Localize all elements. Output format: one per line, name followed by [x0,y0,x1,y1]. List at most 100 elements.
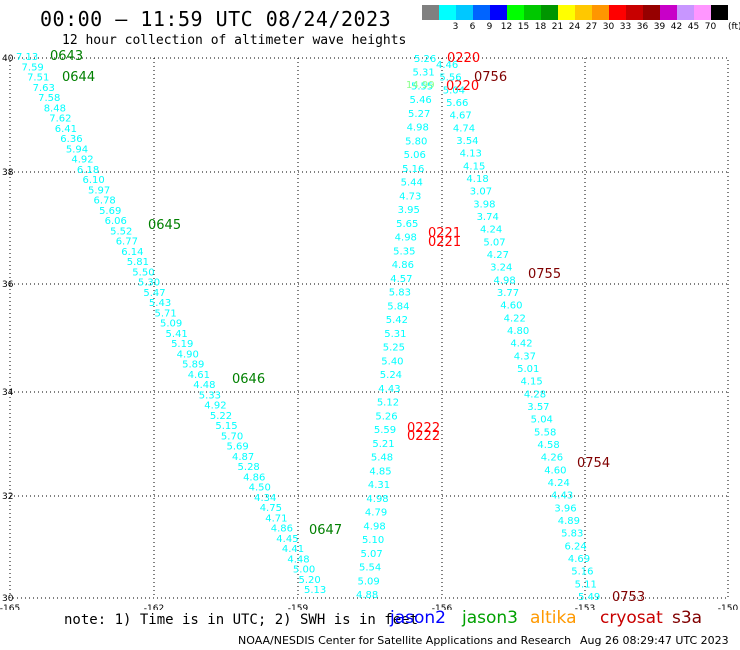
swh-value-label: 6.06 [105,216,127,227]
swh-value-label: 5.46 [410,95,432,106]
swh-value-label: 4.24 [480,225,502,236]
swh-value-label: 5.06 [404,150,426,161]
swh-value-label: 8.48 [44,103,66,114]
swh-value-label: 5.59 [374,425,396,436]
swh-value-label: 4.98 [363,521,385,532]
pass-time-label: 0756 [474,70,507,85]
swh-value-label: 5.71 [154,308,176,319]
swh-value-label: 5.04 [443,85,465,96]
swh-value-label: 4.71 [265,513,287,524]
pass-time-label: 0755 [528,267,561,282]
swh-value-label: 4.60 [544,465,566,476]
swh-value-label: 4.28 [524,389,546,400]
swh-value-label: 6.41 [55,124,77,135]
color-swatch [677,5,694,20]
swh-value-label: 5.55 [411,81,433,92]
pass-time-label: 0643 [50,49,83,64]
color-swatch [507,5,524,20]
color-scale-label: 21 [551,22,564,32]
pass-time-label: 0754 [577,456,610,471]
swh-value-label: 7.13 [16,52,38,63]
swh-value-label: 5.35 [393,246,415,257]
swh-value-label: 4.48 [193,380,215,391]
swh-value-label: 6.36 [60,134,82,145]
color-scale-label: 6 [469,22,476,32]
color-scale-label: 70 [704,22,717,32]
swh-value-label: 5.83 [389,288,411,299]
pass-time-label: 0645 [148,218,181,233]
swh-value-label: 4.46 [436,60,458,71]
swh-value-label: 5.48 [371,453,393,464]
swh-value-label: 6.14 [121,247,143,258]
swh-value-label: 4.89 [558,516,580,527]
lon-tick-label: -150 [718,604,739,610]
color-swatch [541,5,558,20]
lat-tick-label: 32 [2,492,13,502]
swh-value-label: 7.59 [22,62,44,73]
scale-unit-label: (ft) [728,22,740,32]
map-frame [9,57,729,599]
swh-value-label: 5.15 [215,421,237,432]
swh-value-label: 3.24 [490,263,512,274]
pass-time-label: 0644 [62,70,95,85]
swh-value-label: 4.79 [365,508,387,519]
swh-value-label: 4.67 [450,111,472,122]
swh-value-label: 5.31 [384,329,406,340]
swh-value-label: 5.97 [88,185,110,196]
swh-value-label: 5.65 [396,219,418,230]
color-swatch [592,5,609,20]
swh-value-label: 7.63 [33,83,55,94]
color-scale-label: 30 [602,22,615,32]
swh-value-label: 5.01 [517,364,539,375]
swh-value-label: 4.88 [356,590,378,601]
swh-value-label: 5.24 [380,370,402,381]
mission-name-s3a: s3a [672,608,703,628]
color-scale-label: 27 [585,22,598,32]
swh-value-label: 5.40 [381,356,403,367]
pass-time-label: 0222 [407,429,440,444]
swh-value-label: 4.60 [500,301,522,312]
lat-tick-label: 36 [2,280,14,290]
color-scale-label: 15 [517,22,530,32]
mission-name-cryosat: cryosat [600,608,663,628]
swh-value-label: 3.07 [470,187,492,198]
swh-value-label: 4.86 [392,260,414,271]
lat-tick-label: 30 [2,594,14,604]
lat-tick-label: 34 [2,388,14,398]
swh-value-label: 5.70 [221,431,243,442]
swh-value-label: 4.92 [204,401,226,412]
swh-value-label: 4.98 [493,275,515,286]
pass-time-label: 0753 [612,590,645,605]
swh-value-label: 5.33 [199,390,221,401]
swh-value-label: 4.13 [460,149,482,160]
color-swatch [643,5,660,20]
swh-value-label: 5.16 [571,567,593,578]
wave-height-map: -165 -162 -159 -156 -153 -150 40 38 36 34 32 30 7.13… [0,49,739,610]
color-swatch [473,5,490,20]
swh-value-label: 5.09 [160,319,182,330]
pass-time-label: 0222 [407,421,440,436]
swh-value-label: 5.13 [304,585,326,596]
color-swatch [456,5,473,20]
map-title: 00:00 — 11:59 UTC 08/24/2023 [40,7,392,31]
swh-value-label: 4.98 [395,233,417,244]
color-swatch [558,5,575,20]
swh-value-label: 5.26 [414,54,436,65]
lon-tick-label: -153 [575,604,595,610]
swh-value-label: 5.07 [360,549,382,560]
swh-value-label: 5.20 [298,575,320,586]
swh-value-label: 5.89 [182,360,204,371]
footer-note: note: 1) Time is in UTC; 2) SWH is in fe… [64,612,419,628]
color-scale-label: 24 [568,22,581,32]
swh-value-label: 5.07 [483,237,505,248]
swh-value-label: 4.24 [548,478,570,489]
swh-value-label: 5.42 [386,315,408,326]
swh-value-label: 5.28 [238,462,260,473]
map-subtitle: 12 hour collection of altimeter wave hei… [62,33,407,48]
swh-value-label: 5.54 [359,563,381,574]
color-swatch [490,5,507,20]
swh-value-label: 4.86 [243,472,265,483]
swh-value-label: 5.52 [110,226,132,237]
swh-value-label: 3.54 [456,136,478,147]
